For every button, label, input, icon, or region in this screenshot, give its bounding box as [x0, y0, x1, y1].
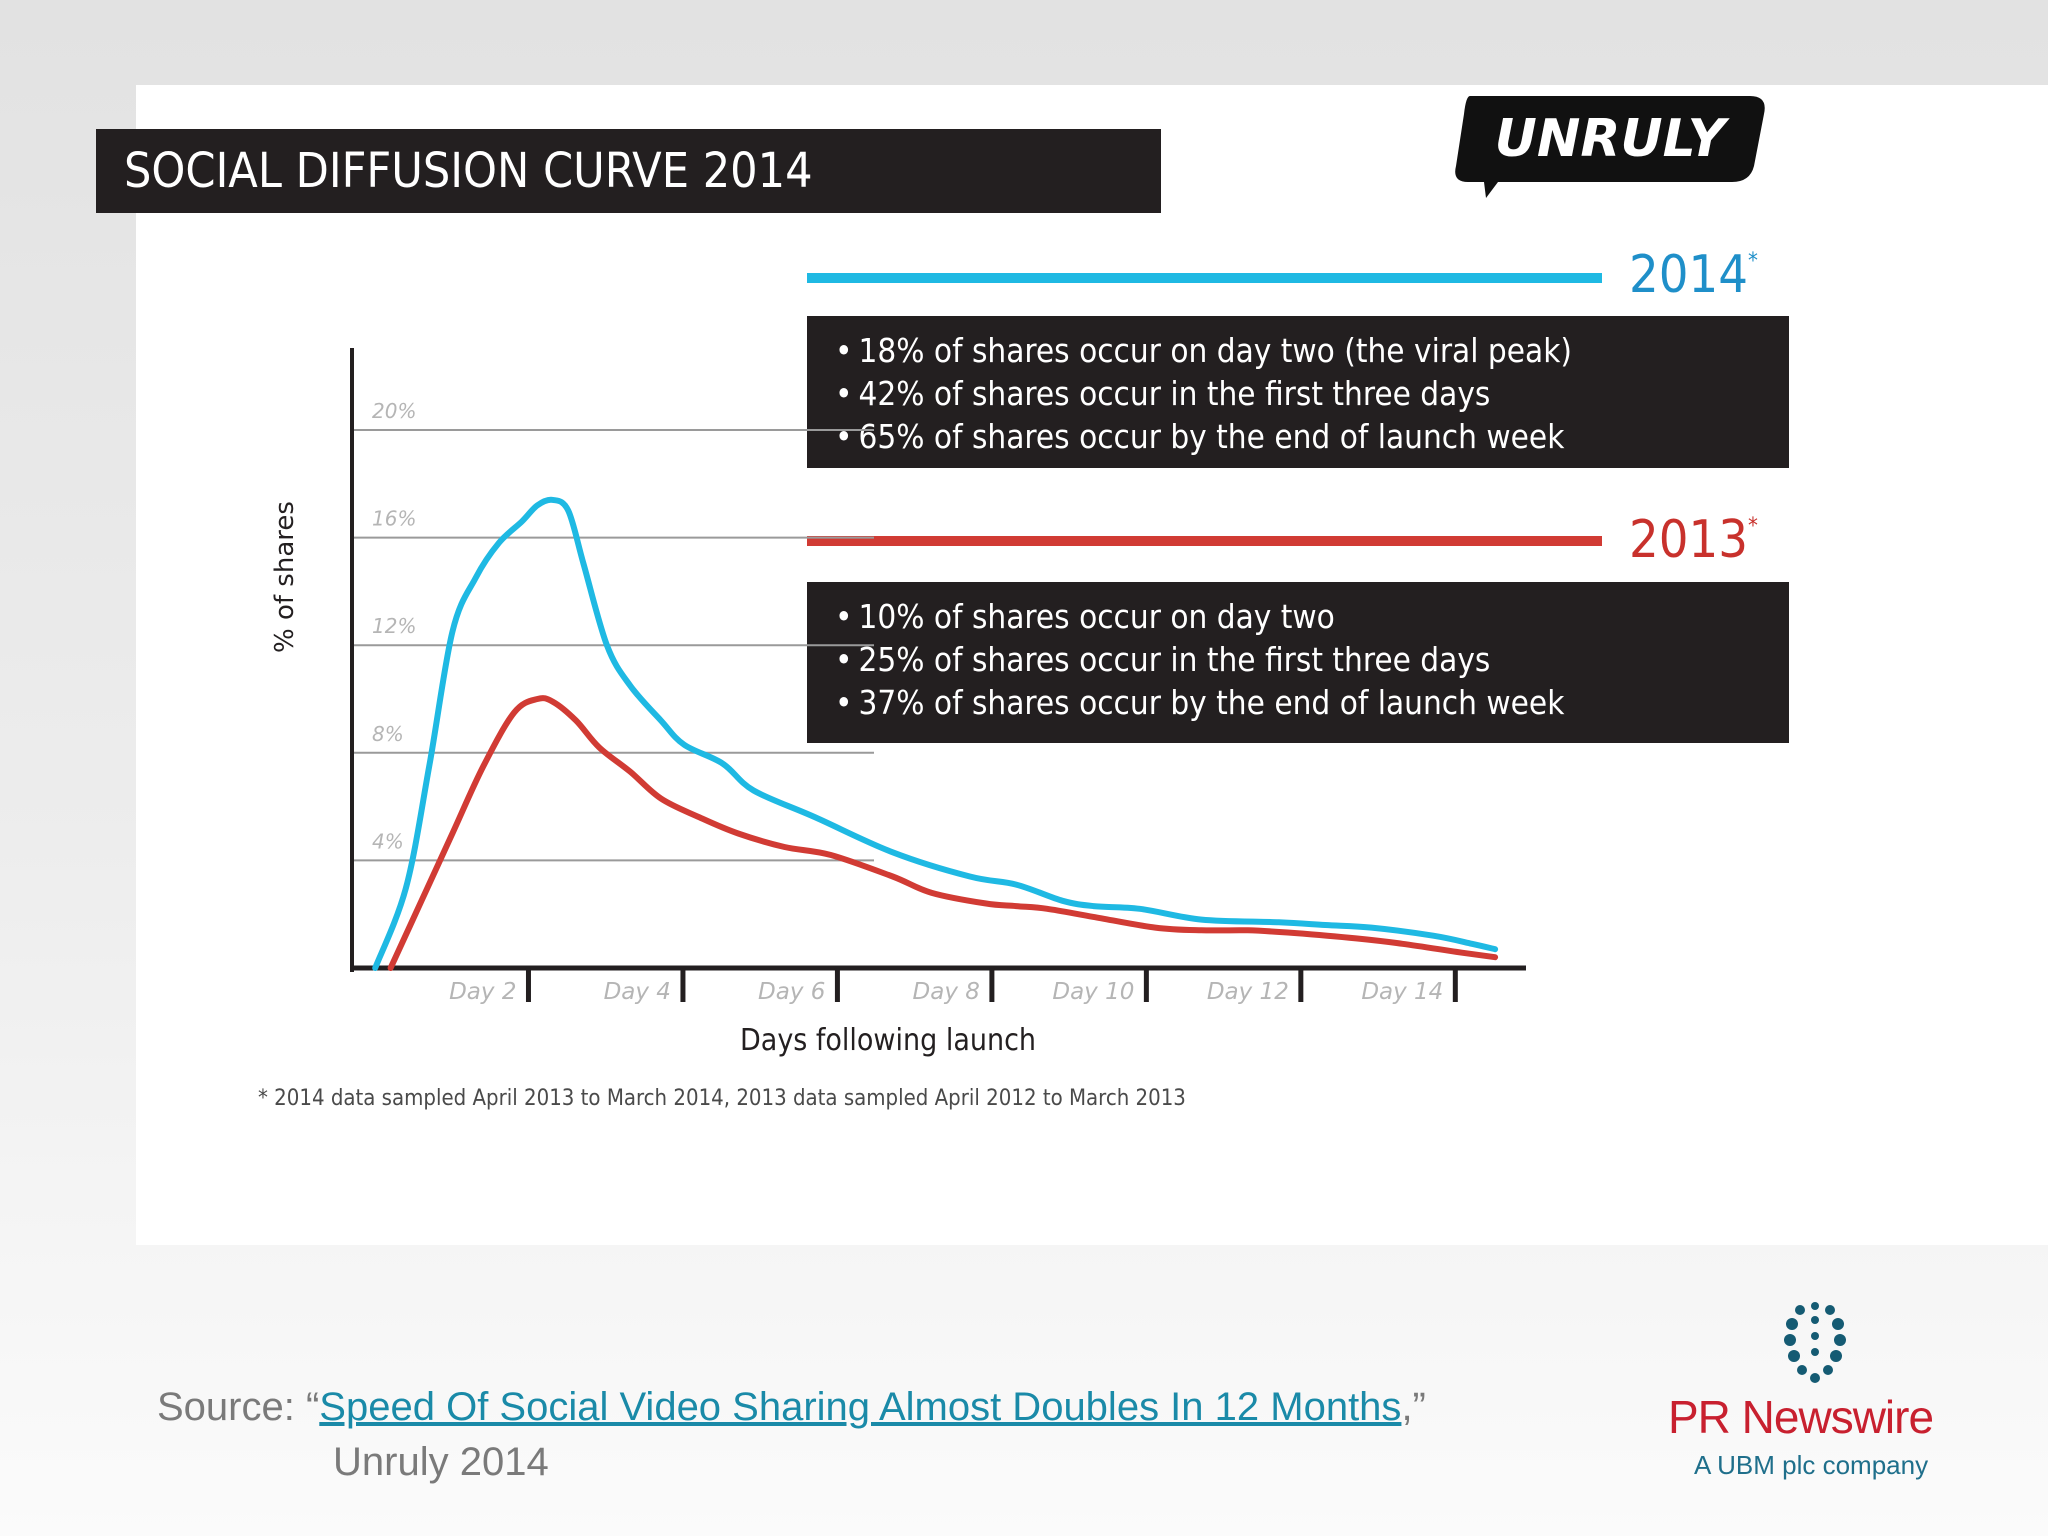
- annotation-2013-box: 10% of shares occur on day two 25% of sh…: [807, 582, 1789, 743]
- annotation-2013-line: 37% of shares occur by the end of launch…: [835, 681, 1789, 724]
- y-tick-label: 16%: [372, 507, 416, 531]
- x-tick-label: Day 10: [1052, 979, 1134, 1005]
- annotation-2014-box: 18% of shares occur on day two (the vira…: [807, 316, 1789, 468]
- annotation-2013-line: 10% of shares occur on day two: [835, 595, 1789, 638]
- source-prefix: Source: “: [157, 1385, 320, 1429]
- x-tick-label: Day 6: [758, 979, 825, 1005]
- y-tick-label: 8%: [372, 722, 404, 746]
- x-tick-label: Day 8: [913, 979, 980, 1005]
- y-tick-label: 12%: [372, 614, 416, 638]
- y-tick-label: 20%: [372, 399, 416, 423]
- source-suffix: ,”: [1401, 1385, 1426, 1429]
- legend-2013-line: [807, 536, 1602, 546]
- chart-title: SOCIAL DIFFUSION CURVE 2014: [96, 129, 1161, 213]
- series-line-2013: [387, 695, 1499, 971]
- annotation-2014-line: 18% of shares occur on day two (the vira…: [835, 329, 1789, 372]
- unruly-logo-text: UNRULY: [1495, 109, 1731, 169]
- series-line-2014: [372, 496, 1499, 971]
- annotation-2013-line: 25% of shares occur in the first three d…: [835, 638, 1789, 681]
- x-tick-label: Day 12: [1207, 979, 1289, 1005]
- source-link[interactable]: Speed Of Social Video Sharing Almost Dou…: [319, 1385, 1402, 1429]
- x-tick-label: Day 4: [604, 979, 671, 1005]
- annotation-2014-line: 65% of shares occur by the end of launch…: [835, 415, 1789, 458]
- pr-newswire-icon: [1784, 1302, 1846, 1383]
- x-axis-label: Days following launch: [740, 1023, 1037, 1058]
- y-tick-label: 4%: [372, 829, 404, 853]
- legend-2013-label: 2013*: [1629, 510, 1758, 570]
- legend-2014-line: [807, 273, 1602, 283]
- source-citation: Source: “Speed Of Social Video Sharing A…: [157, 1385, 1426, 1430]
- chart-footnote: * 2014 data sampled April 2013 to March …: [258, 1086, 1186, 1111]
- y-axis-label: % of shares: [270, 501, 300, 653]
- x-tick-label: Day 2: [449, 979, 516, 1005]
- x-tick-label: Day 14: [1361, 979, 1443, 1005]
- legend-2014-label: 2014*: [1629, 245, 1758, 305]
- annotation-2014-line: 42% of shares occur in the first three d…: [835, 372, 1789, 415]
- source-year: Unruly 2014: [333, 1440, 549, 1484]
- pr-newswire-tagline: A UBM plc company: [1694, 1450, 1929, 1480]
- unruly-logo: UNRULY: [1455, 96, 1765, 198]
- pr-newswire-name: PR Newswire: [1668, 1391, 1934, 1443]
